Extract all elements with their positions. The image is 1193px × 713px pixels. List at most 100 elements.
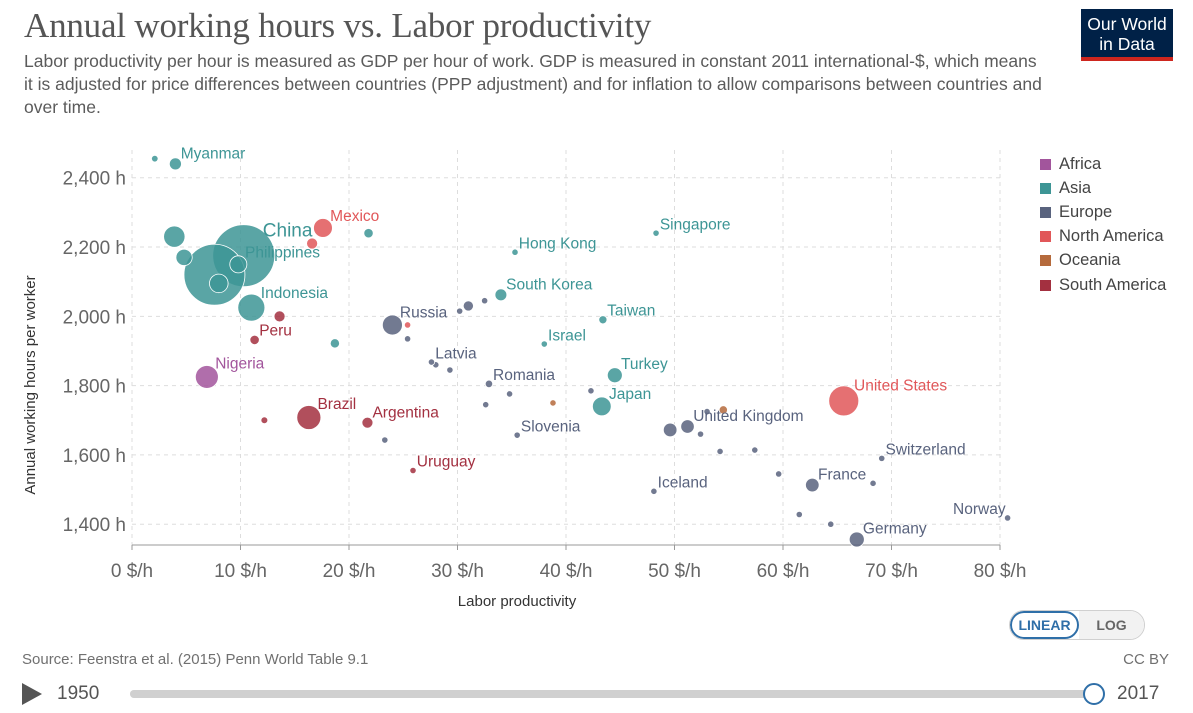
bubble-label: Turkey: [621, 356, 668, 373]
bubble-philippines[interactable]: [229, 255, 248, 274]
source-note[interactable]: Source: Feenstra et al. (2015) Penn Worl…: [22, 651, 369, 668]
bubble-unlabeled[interactable]: [662, 422, 678, 438]
bubble-unlabeled[interactable]: [718, 405, 728, 415]
bubble-latvia[interactable]: [427, 358, 436, 366]
bubble-unlabeled[interactable]: [403, 321, 412, 329]
bubble-label: Slovenia: [521, 418, 581, 435]
bubble-unlabeled[interactable]: [163, 225, 186, 248]
bubble-label: Germany: [863, 520, 927, 537]
bubble-label: Myanmar: [181, 146, 246, 163]
bubble-norway[interactable]: [1003, 514, 1012, 522]
bubble-japan[interactable]: [592, 396, 612, 417]
bubble-united-kingdom[interactable]: [680, 419, 695, 434]
bubble-switzerland[interactable]: [878, 454, 886, 462]
bubble-brazil[interactable]: [296, 405, 322, 430]
x-tick-label: 60 $/h: [757, 561, 810, 582]
bubble-unlabeled[interactable]: [703, 408, 711, 416]
legend-swatch: [1040, 255, 1051, 267]
bubble-label: Singapore: [660, 216, 731, 233]
legend-item-oceania[interactable]: Oceania: [1040, 249, 1166, 273]
bubble-unlabeled[interactable]: [446, 366, 454, 374]
bubble-unlabeled[interactable]: [363, 228, 374, 239]
bubble-unlabeled[interactable]: [549, 399, 557, 407]
bubble-unlabeled[interactable]: [827, 520, 835, 528]
bubble-unlabeled[interactable]: [306, 237, 319, 250]
linear-scale-button[interactable]: LINEAR: [1010, 611, 1079, 639]
bubble-label: Brazil: [317, 396, 356, 413]
bubble-unlabeled[interactable]: [696, 430, 705, 438]
bubble-israel[interactable]: [540, 340, 548, 348]
timeline-track[interactable]: [130, 690, 1094, 698]
bubble-south-korea[interactable]: [494, 288, 508, 302]
x-tick-label: 30 $/h: [431, 561, 484, 582]
bubble-peru[interactable]: [249, 334, 260, 345]
bubble-label: Norway: [953, 501, 1006, 518]
bubble-indonesia[interactable]: [237, 293, 266, 322]
bubble-unlabeled[interactable]: [329, 338, 340, 349]
bubble-unlabeled[interactable]: [869, 479, 877, 487]
legend-item-africa[interactable]: Africa: [1040, 152, 1166, 176]
bubble-singapore[interactable]: [652, 229, 660, 237]
bubble-iceland[interactable]: [650, 487, 658, 495]
x-tick-label: 0 $/h: [111, 561, 153, 582]
bubble-unlabeled[interactable]: [751, 446, 759, 454]
bubble-unlabeled[interactable]: [209, 273, 229, 294]
bubble-romania[interactable]: [484, 379, 494, 389]
bubble-unlabeled[interactable]: [795, 510, 803, 519]
bubble-unlabeled[interactable]: [481, 297, 489, 305]
bubble-unlabeled[interactable]: [775, 470, 783, 478]
x-tick-label: 40 $/h: [540, 561, 593, 582]
license-link[interactable]: CC BY: [1123, 651, 1169, 668]
bubble-unlabeled[interactable]: [175, 248, 193, 266]
legend-item-europe[interactable]: Europe: [1040, 200, 1166, 224]
bubble-label: Mexico: [330, 208, 379, 225]
owid-logo[interactable]: Our World in Data: [1081, 9, 1173, 61]
bubble-unlabeled[interactable]: [403, 335, 412, 343]
play-icon[interactable]: [22, 683, 42, 705]
legend-label: Africa: [1059, 154, 1102, 173]
gridlines: [131, 150, 1001, 545]
logo-line-1: Our World: [1087, 14, 1167, 34]
bubble-unlabeled[interactable]: [151, 154, 159, 163]
y-tick-label: 2,000 h: [63, 307, 126, 328]
x-tick-label: 80 $/h: [974, 561, 1027, 582]
bubble-united-states[interactable]: [828, 385, 860, 417]
bubble-label: Taiwan: [607, 303, 655, 320]
timeline-track-fill: [130, 690, 1094, 698]
y-tick-label: 1,600 h: [63, 446, 126, 467]
legend-item-asia[interactable]: Asia: [1040, 176, 1166, 200]
bubble-unlabeled[interactable]: [381, 436, 389, 444]
bubble-unlabeled[interactable]: [456, 307, 464, 315]
bubble-slovenia[interactable]: [513, 431, 521, 439]
bubble-label: Iceland: [658, 475, 708, 492]
bubble-turkey[interactable]: [606, 367, 623, 384]
bubble-taiwan[interactable]: [598, 315, 608, 325]
bubble-mexico[interactable]: [313, 218, 333, 238]
bubble-germany[interactable]: [848, 531, 865, 548]
bubble-argentina[interactable]: [361, 416, 374, 429]
bubble-uruguay[interactable]: [409, 466, 417, 475]
legend-item-north-america[interactable]: North America: [1040, 225, 1166, 249]
bubble-unlabeled[interactable]: [482, 401, 490, 409]
chart-title: Annual working hours vs. Labor productiv…: [24, 6, 652, 45]
bubble-unlabeled[interactable]: [273, 310, 286, 323]
bubble-nigeria[interactable]: [194, 365, 219, 389]
bubble-myanmar[interactable]: [168, 157, 182, 171]
bubble-labels: China Philippines Indonesia Myanmar Mexico Ho…: [181, 146, 1006, 538]
scale-toggle[interactable]: LINEAR LOG: [1009, 610, 1145, 640]
timeline-handle[interactable]: [1083, 683, 1105, 705]
legend-item-south-america[interactable]: South America: [1040, 273, 1166, 297]
log-scale-button[interactable]: LOG: [1079, 611, 1144, 639]
timeline-start-year: 1950: [57, 683, 100, 704]
bubble-unlabeled[interactable]: [260, 416, 269, 425]
bubble-unlabeled[interactable]: [587, 387, 595, 395]
logo-line-2: in Data: [1099, 34, 1155, 54]
bubble-unlabeled[interactable]: [716, 447, 724, 456]
bubble-label: France: [818, 466, 866, 483]
bubble-hong-kong[interactable]: [511, 248, 519, 256]
y-tick-label: 1,800 h: [63, 377, 126, 398]
bubble-unlabeled[interactable]: [462, 300, 474, 312]
bubble-france[interactable]: [805, 477, 820, 493]
bubble-unlabeled[interactable]: [505, 390, 514, 398]
bubble-russia[interactable]: [381, 314, 403, 336]
